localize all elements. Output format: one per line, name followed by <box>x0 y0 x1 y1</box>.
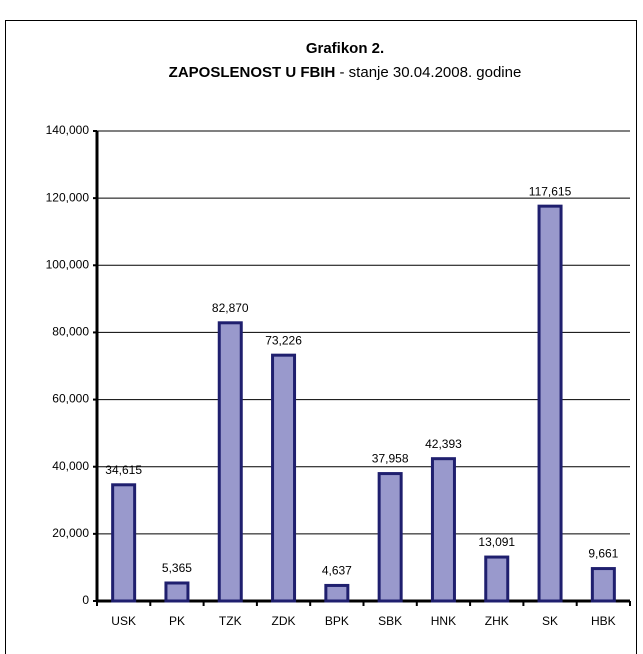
data-label: 117,615 <box>529 184 572 198</box>
y-tick-label: 40,000 <box>52 459 89 473</box>
y-tick-label: 120,000 <box>46 190 90 204</box>
y-tick-label: 140,000 <box>46 123 90 137</box>
data-label: 37,958 <box>372 452 409 466</box>
bar <box>217 321 243 603</box>
x-tick-label: PK <box>169 614 185 628</box>
bar <box>590 567 616 603</box>
bar <box>324 583 350 603</box>
subtitle-bold: ZAPOSLENOST U FBIH <box>169 64 336 81</box>
x-tick-label: SK <box>542 614 558 628</box>
chart-subtitle: ZAPOSLENOST U FBIH - stanje 30.04.2008. … <box>169 64 522 81</box>
y-tick-label: 100,000 <box>46 257 90 271</box>
bar <box>377 472 403 603</box>
x-tick-label: ZHK <box>485 614 509 628</box>
subtitle-rest: - stanje 30.04.2008. godine <box>340 64 522 81</box>
data-label: 5,365 <box>162 561 192 575</box>
x-tick-label: SBK <box>378 614 402 628</box>
data-label: 4,637 <box>322 564 352 578</box>
x-tick-label: BPK <box>325 614 349 628</box>
chart-title: Grafikon 2. <box>306 40 384 57</box>
data-label: 9,661 <box>588 547 618 561</box>
data-label: 73,226 <box>265 333 302 347</box>
x-tick-label: HBK <box>591 614 616 628</box>
x-tick-label: ZDK <box>272 614 296 628</box>
y-tick-label: 20,000 <box>52 526 89 540</box>
data-label: 13,091 <box>478 535 515 549</box>
bar <box>537 204 563 603</box>
data-label: 34,615 <box>105 463 142 477</box>
x-tick-label: HNK <box>431 614 456 628</box>
bar <box>164 581 190 603</box>
bar <box>430 457 456 603</box>
data-label: 42,393 <box>425 437 462 451</box>
x-tick-label: USK <box>111 614 136 628</box>
chart-frame <box>5 20 637 654</box>
y-tick-label: 80,000 <box>52 325 89 339</box>
bar <box>484 555 510 603</box>
bar <box>271 353 297 603</box>
data-label: 82,870 <box>212 301 249 315</box>
bar <box>111 483 137 603</box>
y-tick-label: 60,000 <box>52 392 89 406</box>
x-tick-label: TZK <box>219 614 242 628</box>
y-tick-label: 0 <box>82 593 89 607</box>
